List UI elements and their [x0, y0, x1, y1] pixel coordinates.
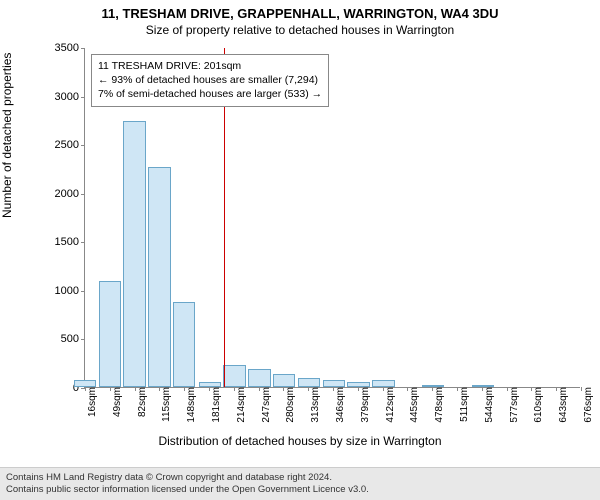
page-title: 11, TRESHAM DRIVE, GRAPPENHALL, WARRINGT…	[0, 0, 600, 21]
histogram-bar	[323, 380, 345, 387]
footer-line-2: Contains public sector information licen…	[6, 484, 594, 496]
xtick-label: 643sqm	[552, 387, 569, 423]
histogram-bar	[372, 380, 394, 387]
xtick-label: 49sqm	[106, 387, 123, 417]
histogram-bar	[99, 281, 121, 387]
chart-area: 050010001500200025003000350016sqm49sqm82…	[54, 48, 580, 428]
xtick-label: 280sqm	[279, 387, 296, 423]
xtick-label: 445sqm	[403, 387, 420, 423]
annotation-line: 11 TRESHAM DRIVE: 201sqm	[98, 59, 322, 73]
ytick-label: 2500	[45, 139, 85, 151]
y-axis-label: Number of detached properties	[0, 53, 14, 218]
xtick-label: 115sqm	[155, 387, 172, 422]
histogram-bar	[199, 382, 221, 387]
xtick-label: 379sqm	[354, 387, 371, 423]
xtick-label: 313sqm	[304, 387, 321, 423]
chart-container: 11, TRESHAM DRIVE, GRAPPENHALL, WARRINGT…	[0, 0, 600, 500]
ytick-label: 3500	[45, 42, 85, 54]
ytick-label: 500	[45, 333, 85, 345]
plot-area: 050010001500200025003000350016sqm49sqm82…	[84, 48, 580, 388]
annotation-box: 11 TRESHAM DRIVE: 201sqm← 93% of detache…	[91, 54, 329, 107]
ytick-label: 1000	[45, 285, 85, 297]
xtick-label: 82sqm	[131, 387, 148, 417]
histogram-bar	[422, 385, 444, 387]
xtick-label: 412sqm	[379, 387, 396, 423]
xtick-label: 610sqm	[527, 387, 544, 423]
histogram-bar	[123, 121, 145, 387]
xtick-label: 16sqm	[81, 387, 98, 417]
xtick-label: 478sqm	[428, 387, 445, 423]
page-subtitle: Size of property relative to detached ho…	[0, 21, 600, 37]
footer-line-1: Contains HM Land Registry data © Crown c…	[6, 472, 594, 484]
footer: Contains HM Land Registry data © Crown c…	[0, 467, 600, 500]
xtick-label: 148sqm	[180, 387, 197, 423]
ytick-label: 2000	[45, 188, 85, 200]
histogram-bar	[74, 380, 96, 387]
xtick-label: 214sqm	[230, 387, 247, 423]
xtick-label: 577sqm	[503, 387, 520, 423]
x-axis-label: Distribution of detached houses by size …	[0, 434, 600, 448]
xtick-label: 676sqm	[577, 387, 594, 423]
annotation-line: ← 93% of detached houses are smaller (7,…	[98, 73, 322, 87]
xtick-label: 544sqm	[478, 387, 495, 423]
ytick-label: 1500	[45, 236, 85, 248]
annotation-line: 7% of semi-detached houses are larger (5…	[98, 87, 322, 101]
histogram-bar	[148, 167, 170, 388]
histogram-bar	[347, 382, 369, 387]
histogram-bar	[298, 378, 320, 387]
ytick-label: 3000	[45, 91, 85, 103]
xtick-label: 511sqm	[453, 387, 470, 422]
histogram-bar	[223, 365, 245, 387]
histogram-bar	[248, 369, 270, 387]
xtick-label: 247sqm	[255, 387, 272, 423]
xtick-label: 181sqm	[205, 387, 222, 423]
histogram-bar	[273, 374, 295, 387]
xtick-label: 346sqm	[329, 387, 346, 423]
histogram-bar	[173, 302, 195, 387]
histogram-bar	[472, 385, 494, 387]
